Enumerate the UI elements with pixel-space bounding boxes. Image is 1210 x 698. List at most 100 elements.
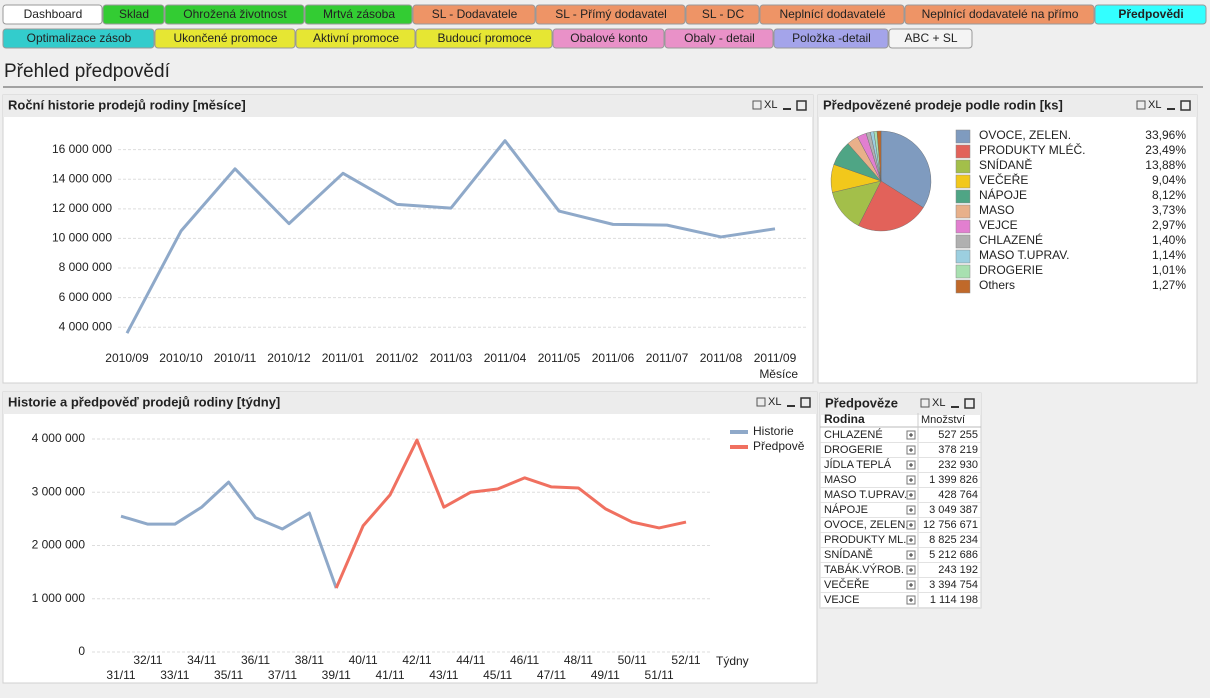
tab[interactable] bbox=[102, 4, 165, 25]
value-label: 23,49% bbox=[1145, 143, 1186, 157]
tab-label[interactable]: Ukončené promoce bbox=[173, 31, 277, 45]
maximize-icon[interactable] bbox=[1180, 100, 1191, 111]
tab-label[interactable]: Mrtvá zásoba bbox=[323, 7, 395, 21]
print-icon[interactable] bbox=[752, 100, 762, 110]
minimize-icon[interactable] bbox=[783, 108, 791, 110]
expand-plus[interactable] bbox=[909, 553, 913, 557]
row-value: 1 114 198 bbox=[930, 594, 978, 606]
tab[interactable] bbox=[904, 4, 1095, 25]
panel-title: Roční historie prodejů rodiny [měsíce] bbox=[8, 97, 246, 112]
tab[interactable] bbox=[2, 4, 103, 25]
expand-plus[interactable] bbox=[909, 523, 913, 527]
x-tick-label: 45/11 bbox=[483, 668, 512, 682]
panel-caption bbox=[3, 392, 817, 414]
y-tick-label: 0 bbox=[78, 644, 85, 658]
tab[interactable] bbox=[888, 28, 973, 49]
x-tick-label: 36/11 bbox=[241, 653, 270, 667]
row-label: OVOCE, ZELEN. bbox=[824, 519, 908, 531]
row-value: 12 756 671 bbox=[923, 519, 978, 531]
tab[interactable] bbox=[1094, 4, 1207, 25]
tab[interactable] bbox=[2, 28, 155, 49]
x-tick-label: 52/11 bbox=[671, 653, 700, 667]
excel-icon[interactable]: XL bbox=[764, 99, 777, 111]
series-line bbox=[120, 480, 338, 589]
expand-plus[interactable] bbox=[909, 598, 913, 602]
expand-plus[interactable] bbox=[909, 433, 913, 437]
legend-swatch bbox=[955, 144, 971, 159]
excel-icon[interactable]: XL bbox=[932, 397, 945, 409]
print-icon[interactable] bbox=[756, 397, 766, 407]
tab-label[interactable]: Optimalizace zásob bbox=[27, 31, 132, 45]
expand-plus[interactable] bbox=[909, 448, 913, 452]
x-tick-label: 42/11 bbox=[402, 653, 431, 667]
tab-label[interactable]: Aktivní promoce bbox=[313, 31, 399, 45]
tab[interactable] bbox=[685, 4, 760, 25]
maximize-icon[interactable] bbox=[800, 397, 811, 408]
print-icon[interactable] bbox=[920, 398, 930, 408]
tab-label[interactable]: Neplnící dodavatelé bbox=[779, 7, 885, 21]
tab-label[interactable]: Položka -detail bbox=[792, 31, 871, 45]
minimize-icon[interactable] bbox=[1167, 108, 1175, 110]
tab[interactable] bbox=[664, 28, 774, 49]
expand-plus[interactable] bbox=[909, 568, 913, 572]
legend-label: PRODUKTY MLÉČ. bbox=[979, 142, 1085, 157]
tab-label[interactable]: Dashboard bbox=[24, 7, 83, 21]
tab[interactable] bbox=[304, 4, 413, 25]
tab-label[interactable]: Obaly - detail bbox=[684, 31, 755, 45]
tab-label[interactable]: SL - Dodavatele bbox=[432, 7, 518, 21]
column-header[interactable]: Rodina bbox=[824, 412, 865, 426]
value-label: 1,01% bbox=[1152, 263, 1186, 277]
x-tick-label: 40/11 bbox=[349, 653, 378, 667]
tab-label[interactable]: Budoucí promoce bbox=[437, 31, 531, 45]
maximize-icon[interactable] bbox=[796, 100, 807, 111]
legend-swatch bbox=[955, 204, 971, 219]
tab-label[interactable]: Sklad bbox=[119, 7, 149, 21]
expand-plus[interactable] bbox=[909, 508, 913, 512]
legend-label: Historie bbox=[753, 424, 794, 438]
tab[interactable] bbox=[552, 28, 665, 49]
y-tick-label: 1 000 000 bbox=[32, 591, 86, 605]
row-value: 232 930 bbox=[938, 459, 978, 471]
tab-label[interactable]: ABC + SL bbox=[904, 31, 957, 45]
x-tick-label: 50/11 bbox=[618, 653, 647, 667]
excel-icon[interactable]: XL bbox=[768, 396, 781, 408]
tab[interactable] bbox=[154, 28, 296, 49]
tab[interactable] bbox=[164, 4, 305, 25]
print-icon[interactable] bbox=[1136, 100, 1146, 110]
tab[interactable] bbox=[415, 28, 553, 49]
x-tick-label: 44/11 bbox=[456, 653, 485, 667]
tab-label[interactable]: Neplnící dodavatelé na přímo bbox=[922, 7, 1079, 21]
tab-label[interactable]: Předpovědi bbox=[1118, 7, 1183, 21]
expand-plus[interactable] bbox=[909, 463, 913, 467]
panel-title: Historie a předpověď prodejů rodiny [týd… bbox=[8, 394, 280, 409]
row-value: 378 219 bbox=[938, 444, 978, 456]
series-line bbox=[334, 438, 687, 589]
tab-label[interactable]: SL - DC bbox=[702, 7, 745, 21]
minimize-icon[interactable] bbox=[951, 406, 959, 408]
tab-label[interactable]: Ohrožená životnost bbox=[183, 7, 287, 21]
x-tick-label: 2011/08 bbox=[700, 351, 743, 365]
value-label: 2,97% bbox=[1152, 218, 1186, 232]
tab[interactable] bbox=[412, 4, 536, 25]
y-tick-label: 12 000 000 bbox=[52, 201, 112, 215]
tab[interactable] bbox=[759, 4, 905, 25]
expand-plus[interactable] bbox=[909, 583, 913, 587]
tab-label[interactable]: Obalové konto bbox=[570, 31, 648, 45]
excel-icon[interactable]: XL bbox=[1148, 99, 1161, 111]
column-header[interactable]: Množství bbox=[921, 414, 965, 426]
expand-plus[interactable] bbox=[909, 538, 913, 542]
row-value: 1 399 826 bbox=[929, 474, 978, 486]
panel-title: Předpovězené prodeje podle rodin [ks] bbox=[823, 97, 1063, 112]
expand-plus[interactable] bbox=[909, 493, 913, 497]
x-tick-label: 2010/12 bbox=[267, 351, 311, 365]
y-tick-label: 4 000 000 bbox=[32, 431, 86, 445]
row-label: PRODUKTY ML... bbox=[824, 534, 912, 546]
expand-plus[interactable] bbox=[909, 478, 913, 482]
minimize-icon[interactable] bbox=[787, 405, 795, 407]
y-tick-label: 6 000 000 bbox=[59, 290, 113, 304]
maximize-icon[interactable] bbox=[964, 398, 975, 409]
tab-label[interactable]: SL - Přímý dodavatel bbox=[555, 7, 667, 21]
tab[interactable] bbox=[535, 4, 686, 25]
tab[interactable] bbox=[773, 28, 889, 49]
tab[interactable] bbox=[295, 28, 416, 49]
